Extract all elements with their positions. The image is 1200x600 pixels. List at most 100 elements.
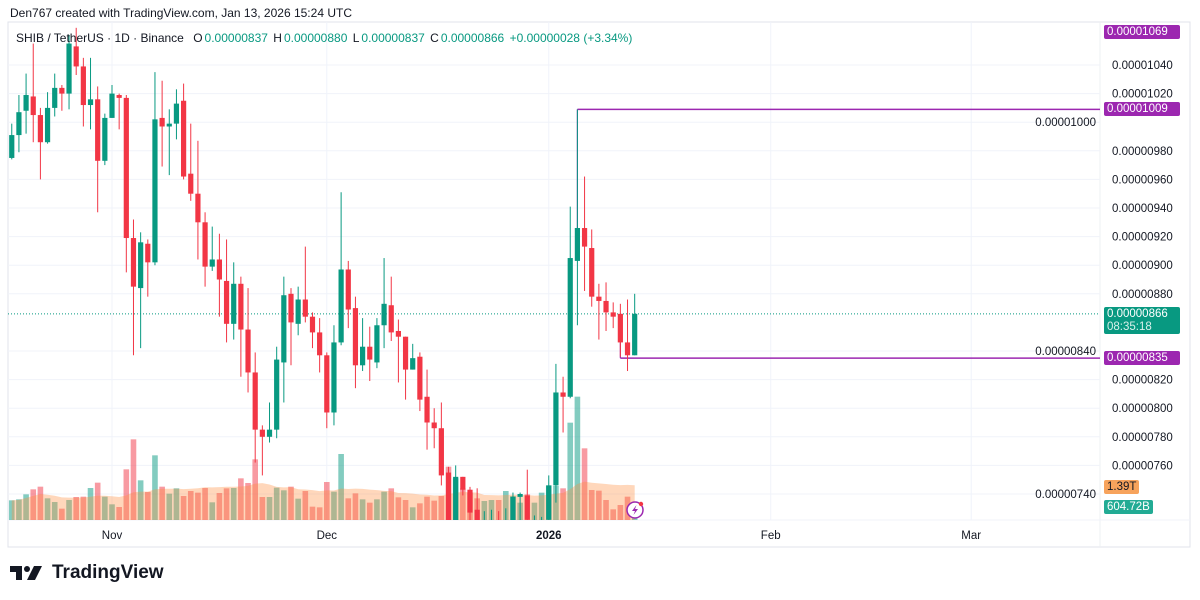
candle: [302, 246, 308, 323]
candle: [402, 336, 409, 400]
volume-bar: [374, 499, 380, 520]
candle: [467, 486, 473, 520]
candle: [374, 318, 380, 369]
volume-bar: [409, 507, 416, 520]
price-axis[interactable]: 0.00001040 0.00001020 0.00001000 0.00000980…: [1035, 60, 1173, 501]
candle-body: [496, 530, 501, 533]
candle-body: [145, 243, 151, 263]
volume-bar: [202, 488, 208, 520]
price-tick-label: 0.00000960: [1112, 174, 1173, 186]
volume-bar: [238, 478, 244, 520]
volume-bar: [302, 491, 309, 520]
candle: [345, 260, 351, 329]
time-axis[interactable]: Nov Dec 2026 Feb Mar: [102, 530, 981, 542]
candle: [589, 229, 595, 307]
candle-body: [624, 342, 631, 356]
candle: [44, 92, 51, 144]
volume-bar: [94, 482, 101, 520]
candle-body: [617, 313, 623, 343]
volume-bar: [395, 497, 402, 520]
low-key: L: [352, 31, 360, 45]
candle-body: [596, 296, 602, 301]
candle-body: [231, 283, 237, 324]
volume-bar: [309, 506, 316, 520]
symbol-name[interactable]: SHIB / TetherUS · 1D · Binance: [16, 31, 184, 45]
candle-body: [331, 342, 337, 413]
volume-bar: [223, 488, 230, 520]
candle-body: [195, 193, 201, 223]
candle-body: [9, 135, 15, 158]
volume-bar: [603, 500, 609, 520]
candle-body: [52, 87, 58, 108]
candle: [431, 408, 437, 449]
candle-body: [402, 336, 409, 370]
candle: [567, 206, 573, 399]
low-value: 0.00000837: [361, 31, 425, 45]
tradingview-logo[interactable]: TradingView: [10, 562, 164, 584]
price-tick-label: 0.00001020: [1112, 89, 1173, 101]
volume-bar: [130, 439, 137, 520]
volume-bar: [324, 482, 330, 520]
candle: [532, 515, 537, 528]
volume-bar: [560, 488, 566, 520]
lightning-icon[interactable]: [626, 501, 644, 519]
volume-bar: [109, 504, 115, 520]
candle: [138, 232, 144, 349]
candle-body: [295, 299, 301, 324]
candle: [517, 492, 523, 520]
candle: [560, 376, 566, 433]
candle-body: [388, 305, 394, 333]
candles: [9, 27, 638, 533]
volume-bar: [331, 491, 337, 520]
horizontal-levels[interactable]: [576, 108, 1100, 359]
candle-body: [417, 356, 423, 400]
candle: [317, 318, 323, 373]
current-price-tag: 0.00000866: [1104, 306, 1180, 321]
volume-bar: [137, 480, 144, 520]
candle-body: [216, 259, 222, 280]
candle: [338, 192, 344, 346]
candle: [352, 296, 359, 389]
bar-countdown-tag: 08:35:18: [1104, 319, 1180, 334]
volume-bar: [266, 497, 273, 520]
volume-bar: [538, 492, 545, 520]
candle: [80, 57, 86, 127]
candle-body: [87, 99, 94, 106]
price-tick-label: 0.00000840: [1035, 346, 1096, 358]
price-tick-label: 0.00000760: [1112, 460, 1173, 472]
candle: [109, 85, 115, 118]
candle-body: [324, 355, 330, 413]
candle: [388, 276, 394, 341]
candle-body: [460, 476, 466, 490]
candle: [181, 83, 187, 180]
candle-body: [252, 372, 258, 430]
volume-bar: [259, 497, 266, 520]
candle-body: [259, 429, 265, 437]
candle: [524, 469, 530, 520]
candle-body: [309, 316, 316, 333]
volume-bar: [145, 492, 151, 520]
volume-bar: [567, 422, 574, 520]
candle: [541, 516, 543, 520]
candle-body: [302, 299, 308, 317]
volume-bar: [73, 497, 79, 520]
candle-body: [367, 346, 373, 360]
candle: [30, 43, 36, 143]
price-tick-label: 0.00000880: [1112, 289, 1173, 301]
volume-bar: [209, 502, 216, 520]
volume-bar: [295, 498, 301, 520]
candle: [59, 85, 65, 111]
price-tick-label: 0.00000900: [1112, 260, 1173, 272]
candle: [102, 113, 108, 166]
candle-body: [395, 330, 401, 337]
candle-body: [532, 525, 537, 528]
volume-bar: [16, 499, 22, 520]
candle: [173, 89, 180, 140]
volume-bar: [30, 489, 37, 520]
candle: [581, 176, 588, 291]
candle: [632, 293, 638, 356]
volume-bar: [8, 500, 15, 520]
volume-bar: [596, 490, 602, 520]
candle-body: [95, 99, 101, 161]
